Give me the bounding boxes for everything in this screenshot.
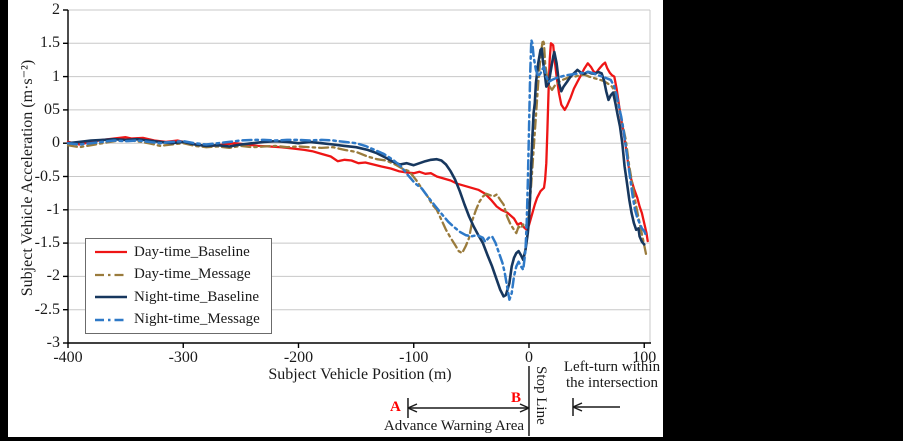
legend-label: Day-time_Message [134, 266, 251, 283]
acceleration-vs-position-chart [63, 9, 651, 436]
legend-swatch-dash-dot [95, 273, 127, 276]
legend-label: Night-time_Baseline [134, 288, 259, 305]
warning-area-arrowhead [519, 407, 530, 413]
y-tick-label: -1 [46, 200, 60, 218]
y-tick-label: -3 [46, 334, 60, 351]
warning-area-arrowhead [407, 403, 418, 409]
y-tick-label: -2.5 [34, 300, 60, 318]
chart-legend: Day-time_Baseline Day-time_Message Night-t… [85, 238, 272, 334]
legend-item: Night-time_Baseline [86, 286, 271, 308]
warning-area-arrowhead [407, 407, 418, 413]
x-tick-label: -400 [53, 349, 83, 366]
legend-swatch-solid [95, 251, 127, 254]
legend-label: Night-time_Message [134, 311, 260, 328]
y-tick-label: 0 [52, 134, 60, 152]
y-tick-label: -2 [46, 267, 60, 285]
y-tick-label: 2 [52, 1, 60, 18]
x-axis-title: Subject Vehicle Position (m) [268, 366, 452, 383]
warning-area-arrowhead [519, 403, 530, 409]
y-tick-label: -1.5 [34, 234, 60, 252]
left-turn-arrowhead [572, 406, 583, 412]
x-tick-label: -100 [399, 349, 429, 366]
y-tick-label: 1.5 [40, 34, 60, 52]
legend-swatch-solid [95, 295, 127, 299]
left-turn-label-line2: the intersection [565, 375, 659, 391]
legend-label: Day-time_Baseline [134, 243, 250, 260]
left-turn-arrowhead [572, 402, 583, 408]
y-tick-label: 05 [44, 100, 60, 118]
x-tick-label: 0 [524, 349, 533, 366]
x-tick-label: 100 [632, 349, 657, 366]
stop-line-label: Stop Line [533, 366, 549, 425]
x-tick-label: -200 [283, 349, 314, 366]
annotation-label-a: A [390, 399, 401, 415]
legend-item: Day-time_Baseline [86, 241, 271, 263]
annotation-label-b: B [511, 390, 522, 406]
y-tick-label: 1 [52, 67, 60, 85]
legend-swatch-dash-dot [95, 318, 127, 321]
left-turn-label-line1: Left-turn within [563, 359, 661, 375]
chart-panel: Subject Vehicle Acceleration (m·s⁻²) Sub… [8, 0, 663, 437]
series-line-day-time-message [66, 38, 648, 258]
y-tick-label: -0.5 [34, 167, 60, 185]
advance-warning-area-label: Advance Warning Area [383, 418, 525, 434]
left-turn-label: Left-turn within the intersection [556, 359, 668, 391]
legend-item: Day-time_Message [86, 264, 271, 286]
series-line-night-time-message [66, 38, 648, 301]
legend-item: Night-time_Message [86, 309, 271, 331]
x-tick-label: -300 [168, 349, 198, 366]
